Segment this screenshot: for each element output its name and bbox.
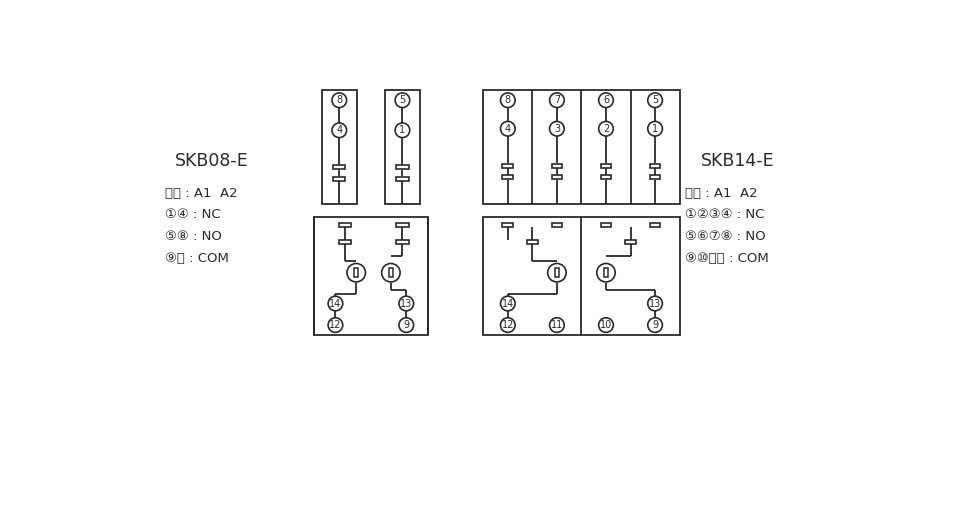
- Text: 1: 1: [399, 125, 406, 135]
- Bar: [396, 177, 409, 181]
- Bar: [322, 90, 357, 204]
- Circle shape: [395, 123, 410, 138]
- Text: SKB08-E: SKB08-E: [175, 152, 249, 170]
- Text: 9: 9: [652, 320, 658, 330]
- Circle shape: [549, 121, 564, 136]
- Circle shape: [549, 93, 564, 108]
- Text: 13: 13: [400, 299, 413, 308]
- Circle shape: [599, 121, 613, 136]
- Text: 9: 9: [403, 320, 410, 330]
- Bar: [396, 165, 409, 169]
- Circle shape: [500, 93, 515, 108]
- Bar: [355, 268, 359, 277]
- Text: ⓓⓟ : A1  A2: ⓓⓟ : A1 A2: [685, 187, 758, 200]
- Bar: [625, 240, 636, 244]
- Bar: [604, 268, 608, 277]
- Bar: [551, 164, 562, 168]
- Bar: [650, 223, 660, 227]
- Circle shape: [549, 318, 564, 332]
- Text: 8: 8: [336, 95, 342, 105]
- Circle shape: [500, 121, 515, 136]
- Bar: [483, 217, 680, 335]
- Text: 5: 5: [399, 95, 406, 105]
- Circle shape: [328, 296, 343, 311]
- Bar: [338, 240, 351, 244]
- Text: 4: 4: [336, 125, 342, 135]
- Text: 6: 6: [602, 95, 609, 105]
- Circle shape: [548, 264, 566, 282]
- Text: ⑤⑧ : NO: ⑤⑧ : NO: [165, 230, 222, 243]
- Bar: [650, 175, 660, 179]
- Text: ⑤⑥⑦⑧ : NO: ⑤⑥⑦⑧ : NO: [685, 230, 765, 243]
- Text: 2: 2: [602, 124, 609, 134]
- Bar: [527, 240, 538, 244]
- Text: ①②③④ : NC: ①②③④ : NC: [685, 208, 764, 221]
- Text: 7: 7: [553, 95, 560, 105]
- Bar: [601, 164, 611, 168]
- Circle shape: [648, 318, 662, 332]
- Text: ①④ : NC: ①④ : NC: [165, 208, 221, 221]
- Text: SKB14-E: SKB14-E: [701, 152, 774, 170]
- Circle shape: [648, 296, 662, 311]
- Circle shape: [332, 93, 347, 108]
- Bar: [551, 223, 562, 227]
- Text: 14: 14: [330, 299, 341, 308]
- Bar: [385, 90, 420, 204]
- Bar: [551, 175, 562, 179]
- Text: 4: 4: [505, 124, 511, 134]
- Circle shape: [648, 93, 662, 108]
- Bar: [334, 177, 345, 181]
- Bar: [314, 217, 428, 335]
- Circle shape: [597, 264, 615, 282]
- Circle shape: [328, 318, 343, 332]
- Bar: [334, 165, 345, 169]
- Circle shape: [648, 121, 662, 136]
- Text: 1: 1: [652, 124, 658, 134]
- Text: ⑨⑫ : COM: ⑨⑫ : COM: [165, 251, 229, 265]
- Text: 3: 3: [554, 124, 560, 134]
- Circle shape: [347, 264, 365, 282]
- Bar: [601, 175, 611, 179]
- Text: 13: 13: [649, 299, 661, 308]
- Circle shape: [395, 93, 410, 108]
- Circle shape: [500, 296, 515, 311]
- Bar: [502, 223, 513, 227]
- Bar: [396, 223, 409, 227]
- Bar: [650, 164, 660, 168]
- Text: 14: 14: [501, 299, 514, 308]
- Circle shape: [382, 264, 400, 282]
- Circle shape: [399, 296, 414, 311]
- Text: 8: 8: [505, 95, 511, 105]
- Bar: [601, 223, 611, 227]
- Circle shape: [399, 318, 414, 332]
- Bar: [502, 164, 513, 168]
- Bar: [388, 268, 392, 277]
- Bar: [483, 90, 680, 204]
- Circle shape: [599, 93, 613, 108]
- Bar: [396, 240, 409, 244]
- Text: 10: 10: [600, 320, 612, 330]
- Text: 12: 12: [501, 320, 514, 330]
- Text: ⑨⑩⑪⑫ : COM: ⑨⑩⑪⑫ : COM: [685, 251, 768, 265]
- Text: 11: 11: [550, 320, 563, 330]
- Circle shape: [332, 123, 347, 138]
- Circle shape: [500, 318, 515, 332]
- Bar: [338, 223, 351, 227]
- Text: 12: 12: [330, 320, 341, 330]
- Circle shape: [599, 318, 613, 332]
- Text: ⓓⓟ : A1  A2: ⓓⓟ : A1 A2: [165, 187, 238, 200]
- Text: 5: 5: [652, 95, 658, 105]
- Bar: [502, 175, 513, 179]
- Bar: [555, 268, 559, 277]
